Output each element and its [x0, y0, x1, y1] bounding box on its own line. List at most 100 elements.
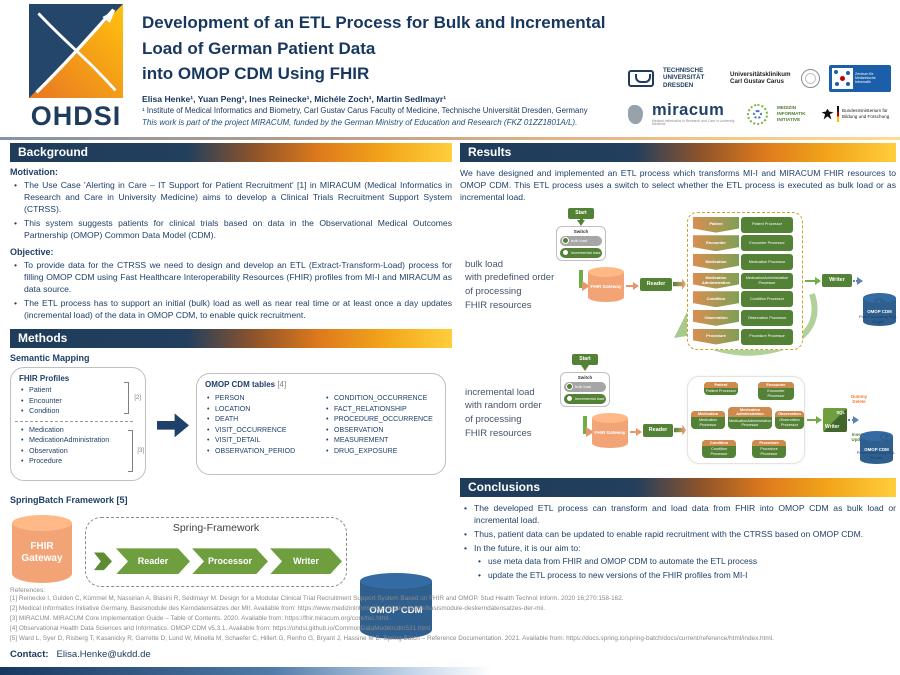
poster-title-line1: Development of an ETL Process for Bulk a…: [142, 13, 606, 58]
germany-map-icon: [628, 104, 643, 124]
group1-ref: [2]: [134, 395, 141, 402]
arrow-icon: [673, 278, 686, 290]
contact-email: Elisa.Henke@ukdd.de: [56, 649, 151, 660]
tud-logo-icon: [628, 69, 654, 87]
springbatch-label: SpringBatch Framework [5]: [10, 495, 128, 506]
poster-title-line2: into OMOP CDM Using FHIR: [142, 64, 370, 83]
affiliation: ¹ Institute of Medical Informatics and B…: [142, 105, 588, 115]
ohdsi-logo: OHDSI: [16, 4, 136, 132]
omop-cdm-node: OMOP CDM: [863, 297, 896, 326]
processor-box: Condition Processor: [741, 291, 793, 308]
processor-box: Medication Processor: [741, 253, 793, 270]
switch-title: Switch: [573, 228, 589, 234]
post-processing-label: Post Processing SQL Scripts: [858, 313, 898, 324]
objective-bullet: The ETL process has to support an initia…: [10, 297, 452, 321]
ukd-seal-icon: [801, 68, 820, 88]
reader-node: Reader: [640, 277, 672, 291]
processor-box: Encounter Encounter Processor: [758, 381, 794, 400]
switch-option-bulk: bulk load: [564, 381, 606, 392]
bmbf-logo-text: Bundesministerium für Bildung und Forsch…: [842, 108, 890, 119]
group2-ref: [3]: [137, 448, 144, 455]
processor-step: Processor: [192, 548, 268, 574]
arrow-icon: [853, 276, 863, 286]
fhir-profile-item: Procedure: [19, 456, 137, 467]
bulk-load-diagram: bulk load with predefined order of proce…: [460, 207, 898, 360]
footer-bar: [0, 667, 492, 675]
arrow-icon: [674, 424, 686, 436]
section-heading-results: Results: [460, 143, 896, 162]
post-processing-label: Post-Processing SQL Scripts: [856, 449, 896, 460]
header-divider: [0, 137, 900, 140]
authors: Elisa Henke¹, Yuan Peng¹, Ines Reinecke¹…: [142, 93, 447, 104]
fhir-profile-item: Patient: [19, 385, 137, 396]
section-heading-methods: Methods: [10, 329, 452, 349]
ukd-logo-text: Universitätsklinikum Carl Gustav Carus: [730, 70, 791, 85]
reference-item: [1] Reinecke I, Gulden C, Kümmel M, Nass…: [10, 595, 624, 602]
start-node: Start: [572, 353, 598, 365]
motivation-bullet: The Use Case 'Alerting in Care – IT Supp…: [10, 179, 452, 215]
arrow-icon: [848, 415, 859, 425]
federal-eagle-icon: [821, 108, 834, 120]
references-label: References:: [10, 587, 46, 594]
writer-sql-label: SQL: [836, 409, 845, 415]
group1-bracket: [124, 382, 129, 415]
start-node: Start: [568, 207, 594, 219]
miracum-logo-text: miracum: [652, 100, 725, 119]
omop-table-item: VISIT_OCCURRENCE: [205, 426, 318, 437]
fhir-profile-item: Observation: [19, 446, 137, 457]
omop-table-item: VISIT_DETAIL: [205, 436, 318, 447]
section-heading-background: Background: [10, 143, 452, 162]
switch-option-bulk: bulk load: [560, 235, 602, 246]
omop-table-item: PERSON: [205, 394, 318, 405]
flow-connectors: [583, 415, 594, 437]
incremental-load-caption: incremental load with random order of pr…: [465, 386, 542, 439]
reference-item: [5] Ward L, Syer D, Risberg T, Kasanicky…: [10, 634, 774, 642]
omop-table-item: MEASUREMENT: [324, 436, 437, 447]
conclusion-bullet: In the future, it is our aim to:: [460, 542, 896, 554]
conclusion-sub-bullet: update the ETL process to new versions o…: [474, 570, 896, 582]
omop-table-item: LOCATION: [205, 405, 318, 416]
resource-ribbon: Medication: [693, 253, 739, 270]
ohdsi-logo-icon: [29, 4, 123, 98]
refresh-arrow-icon: ⟳: [880, 429, 891, 444]
bulk-load-caption: bulk load with predefined order of proce…: [465, 258, 555, 311]
omop-table-item: DRUG_EXPOSURE: [324, 447, 437, 458]
dummy-delete-label: Dummy Delete: [850, 393, 868, 404]
conclusion-bullet: Thus, patient data can be updated to ena…: [460, 528, 896, 540]
switch-node: Switch bulk load incremental load: [556, 225, 606, 261]
arrow-icon: [807, 415, 822, 425]
mapping-arrow-icon: [157, 413, 189, 438]
processor-box: Patient Processor: [741, 216, 793, 233]
group2-bracket: [128, 430, 133, 473]
switch-node: Switch bulk load incremental load: [560, 371, 610, 407]
incremental-load-diagram: incremental load with random order of pr…: [460, 353, 896, 472]
fhir-profiles-box: FHIR Profiles Patient Encounter Conditio…: [10, 367, 146, 482]
zmi-logo-text: Zentrum für Medizinische Informatik: [855, 71, 876, 85]
spring-framework-title: Spring-Framework: [172, 522, 260, 535]
omop-table-item: CONDITION_OCCURRENCE: [324, 394, 437, 405]
fhir-gateway-cylinder: FHIR Gateway: [12, 523, 72, 584]
omop-table-item: OBSERVATION: [324, 426, 437, 437]
switch-option-incremental: incremental load: [564, 393, 606, 404]
omop-cdm-node: OMOP CDM: [860, 435, 893, 464]
processor-box: Condition Condition Processor: [702, 439, 736, 458]
profiles-divider: [15, 420, 133, 422]
results-intro: We have designed and implemented an ETL …: [460, 168, 896, 203]
reference-item: [2] Medical Informatics Initiative Germa…: [10, 604, 546, 612]
motivation-label: Motivation:: [10, 167, 58, 177]
arrow-icon: [805, 276, 821, 286]
contact-label: Contact:: [10, 649, 49, 660]
incremental-processor-cluster: Patient Patient Processor Encounter Encoun…: [687, 375, 805, 464]
fhir-profile-item: Encounter: [19, 396, 137, 407]
fhir-gateway-node: FHIR Gateway: [592, 417, 628, 448]
fhir-profile-item: MedicationAdministration: [19, 435, 137, 446]
writer-split-node: SQL Writer: [823, 407, 847, 432]
resource-ribbon: Procedure: [693, 328, 739, 345]
omop-tables-title: OMOP CDM tables: [205, 380, 276, 390]
arrow-down-icon: [577, 218, 585, 226]
processor-box: MedicationAdministration Processor: [741, 272, 793, 289]
omop-tables-box: OMOP CDM tables [4] PERSON LOCATION DEAT…: [196, 373, 446, 476]
fhir-profile-item: Medication: [19, 425, 137, 436]
reference-item: [4] Observational Health Data Sciences a…: [10, 624, 432, 632]
